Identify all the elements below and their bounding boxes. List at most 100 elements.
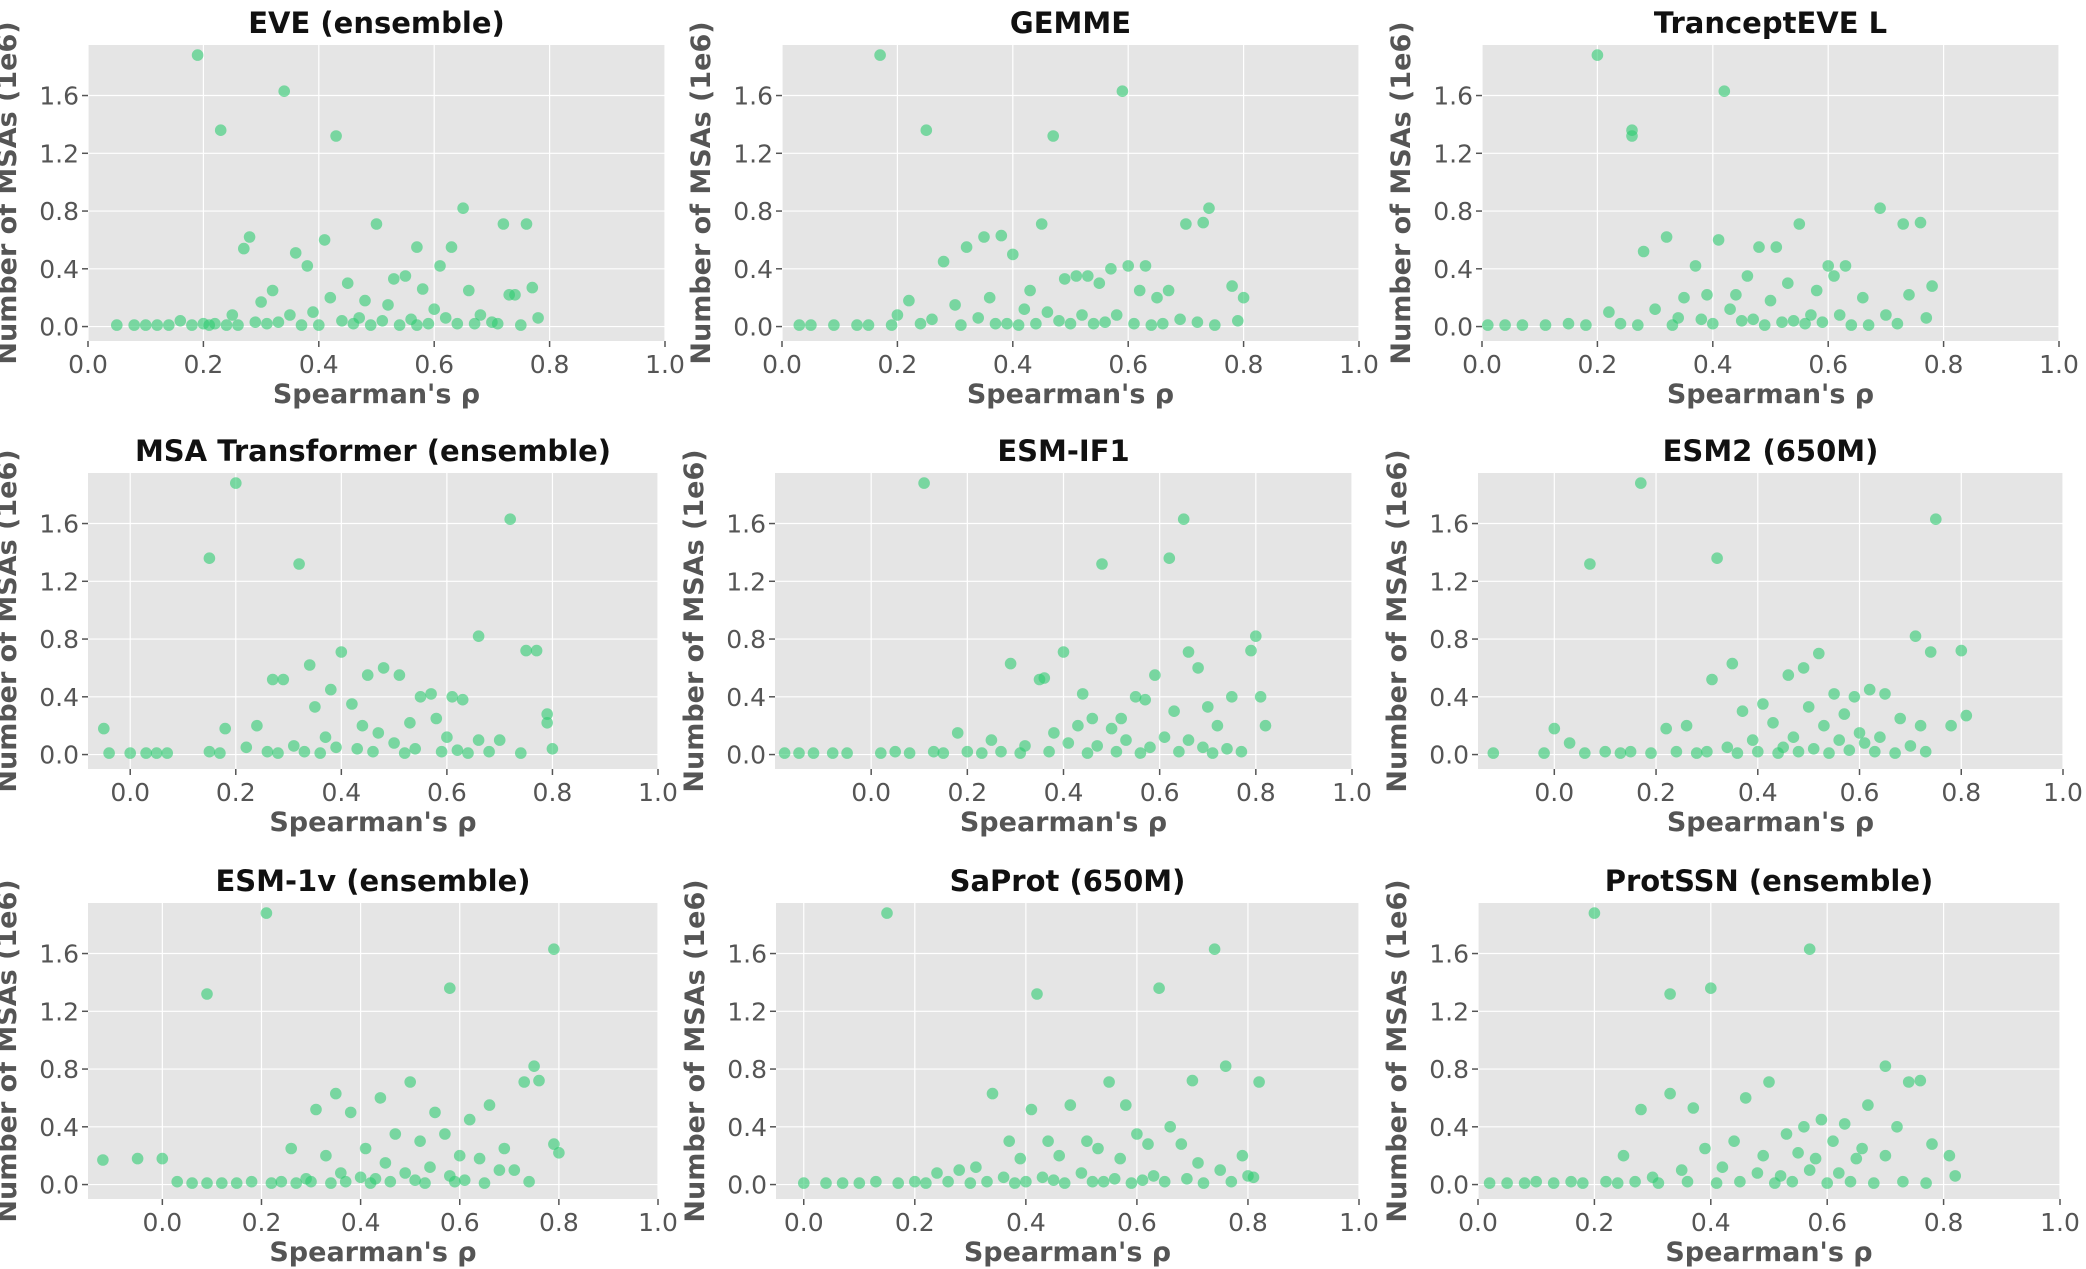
data-point	[1076, 688, 1089, 700]
data-point	[1735, 315, 1748, 327]
data-point	[1724, 303, 1736, 316]
data-point	[483, 745, 495, 758]
data-point	[532, 312, 544, 324]
data-point	[1868, 1177, 1880, 1189]
data-point	[920, 124, 933, 136]
data-point	[1675, 1164, 1688, 1176]
x-tick-label: 1.0	[638, 1208, 678, 1237]
data-point	[1802, 701, 1815, 713]
data-point	[955, 319, 967, 331]
data-point	[533, 1074, 545, 1087]
y-axis-label: Number of MSAs (1e6)	[1382, 449, 1413, 792]
y-tick-label: 1.6	[39, 940, 79, 969]
panel-3: 0.0 0.2 0.4 0.6 0.8 1.0 0.0 0.4 0.8 1.2 1.6 Trancep…	[1386, 6, 2079, 410]
plot-area	[782, 45, 1359, 341]
y-tick-label: 0.8	[39, 625, 79, 654]
data-point	[347, 317, 360, 330]
data-point	[1746, 734, 1759, 746]
data-point	[449, 1175, 461, 1188]
data-point	[1645, 747, 1657, 759]
y-tick-label: 0.0	[39, 1171, 79, 1200]
data-point	[1129, 691, 1142, 703]
panel-title: ESM2 (650M)	[1663, 434, 1879, 468]
data-point	[1197, 216, 1209, 229]
x-tick-label: 0.8	[1924, 350, 1964, 379]
x-tick-label: 1.0	[1332, 778, 1372, 807]
data-point	[1035, 218, 1048, 230]
data-point	[356, 719, 369, 732]
data-point	[446, 691, 459, 703]
panel-1: 0.0 0.2 0.4 0.6 0.8 1.0 0.0 0.4 0.8 1.2 1.6 EVE (en…	[0, 6, 685, 410]
data-point	[1259, 719, 1272, 732]
data-point	[1844, 1175, 1857, 1188]
data-point	[951, 727, 964, 739]
data-point	[1741, 270, 1754, 282]
data-point	[1047, 130, 1059, 142]
data-point	[243, 231, 256, 243]
y-tick-label: 0.0	[39, 741, 79, 770]
panel-9: 0.0 0.2 0.4 0.6 0.8 1.0 0.0 0.4 0.8 1.2 1.6 ProtSSN…	[1382, 864, 2080, 1268]
data-point	[1093, 277, 1106, 290]
data-point	[1747, 313, 1759, 326]
data-point	[1815, 1113, 1828, 1126]
data-point	[1518, 1177, 1531, 1189]
data-point	[128, 319, 140, 331]
data-point	[1208, 943, 1221, 955]
data-point	[546, 743, 559, 755]
data-point	[463, 1113, 476, 1126]
x-axis-label: Spearman's ρ	[269, 1237, 476, 1268]
x-tick-label: 1.0	[2043, 778, 2083, 807]
y-tick-label: 0.8	[1429, 1055, 1469, 1084]
data-point	[1081, 1135, 1093, 1147]
data-point	[472, 630, 485, 642]
y-tick-label: 1.2	[726, 567, 766, 596]
x-tick-label: 0.8	[1224, 350, 1264, 379]
panel-title: ProtSSN (ensemble)	[1605, 864, 1934, 898]
data-point	[384, 1175, 397, 1188]
data-point	[1816, 316, 1829, 329]
data-point	[1007, 248, 1019, 261]
data-point	[1033, 673, 1046, 686]
data-point	[344, 1106, 357, 1119]
data-point	[278, 85, 291, 97]
y-tick-label: 1.2	[39, 139, 79, 168]
data-point	[1075, 1167, 1088, 1179]
data-point	[1180, 218, 1192, 230]
data-point	[942, 1175, 954, 1188]
x-tick-label: 0.4	[1044, 778, 1084, 807]
data-point	[953, 1164, 965, 1176]
data-point	[1716, 1161, 1729, 1173]
data-point	[983, 291, 996, 304]
data-point	[1018, 303, 1031, 316]
data-point	[1879, 688, 1891, 700]
data-point	[1081, 747, 1094, 759]
y-tick-label: 0.4	[1429, 1113, 1469, 1142]
x-tick-label: 1.0	[1339, 350, 1379, 379]
y-tick-label: 1.6	[1433, 82, 1473, 111]
data-point	[1110, 309, 1123, 321]
data-point	[1226, 691, 1238, 703]
data-point	[275, 1175, 288, 1188]
data-point	[1483, 1177, 1496, 1189]
data-point	[174, 315, 187, 327]
data-point	[1718, 85, 1731, 97]
x-tick-label: 1.0	[638, 778, 678, 807]
data-point	[1904, 740, 1917, 752]
data-point	[335, 1167, 347, 1179]
data-point	[1711, 552, 1723, 564]
data-point	[1787, 315, 1800, 327]
data-point	[503, 289, 515, 301]
data-point	[1163, 552, 1176, 564]
data-point	[301, 260, 314, 272]
panel-7: 0.0 0.2 0.4 0.6 0.8 1.0 0.0 0.4 0.8 1.2 1.6 ESM-1v …	[0, 864, 678, 1268]
data-point	[346, 698, 358, 710]
data-point	[997, 1171, 1010, 1184]
data-point	[1020, 1175, 1032, 1188]
x-axis-label: Spearman's ρ	[269, 807, 476, 838]
data-point	[325, 1177, 337, 1189]
data-point	[1786, 1175, 1799, 1188]
data-point	[1237, 291, 1250, 304]
data-point	[1734, 1175, 1746, 1188]
data-point	[1838, 1118, 1851, 1130]
y-tick-label: 0.4	[1433, 255, 1473, 284]
